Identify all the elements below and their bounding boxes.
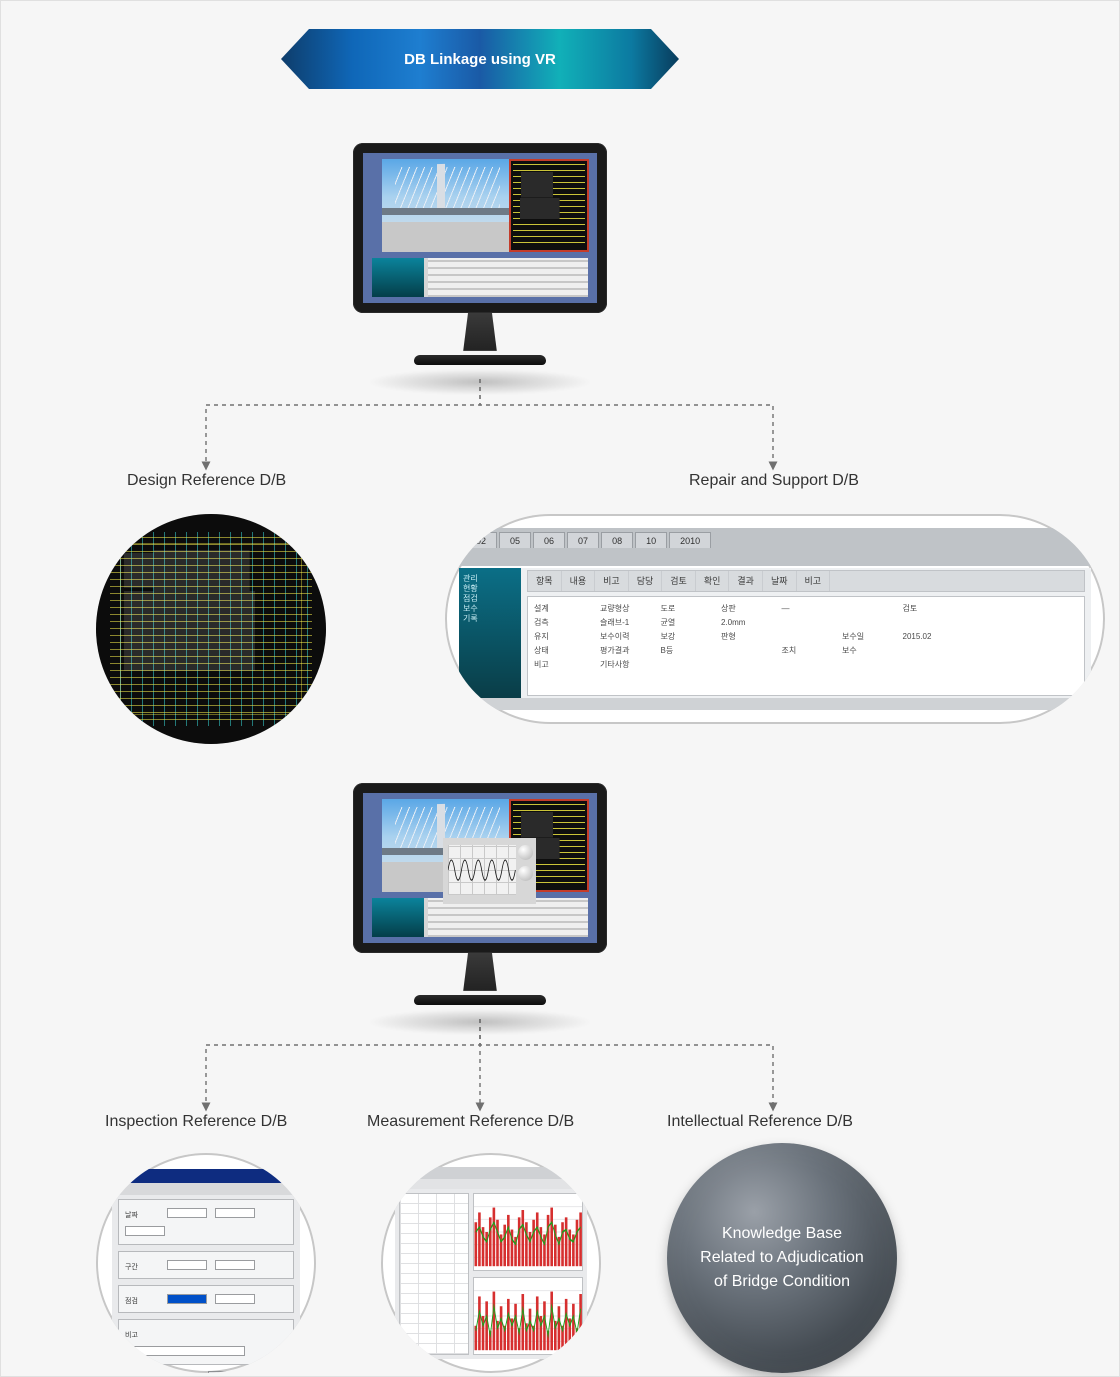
circle-measurement bbox=[381, 1153, 601, 1373]
label-measurement: Measurement Reference D/B bbox=[367, 1113, 574, 1131]
measurement-chart-1 bbox=[473, 1193, 583, 1271]
connector-bottom bbox=[1, 1, 1120, 1131]
sphere-text: Knowledge Base Related to Adjudication o… bbox=[699, 1222, 865, 1294]
form-button bbox=[208, 1371, 234, 1373]
measurement-app bbox=[395, 1167, 587, 1359]
form-input bbox=[167, 1260, 207, 1270]
form-button bbox=[238, 1371, 264, 1373]
form-input bbox=[125, 1226, 165, 1236]
form-group: 구간 bbox=[118, 1251, 294, 1279]
measurement-chart-2 bbox=[473, 1277, 583, 1355]
sphere-intellectual: Knowledge Base Related to Adjudication o… bbox=[667, 1143, 897, 1373]
form-input bbox=[215, 1294, 255, 1304]
form-button bbox=[268, 1371, 294, 1373]
label-intellectual: Intellectual Reference D/B bbox=[667, 1113, 853, 1131]
form-group: 비고 bbox=[118, 1319, 294, 1365]
label-inspection: Inspection Reference D/B bbox=[105, 1113, 287, 1131]
form-group: 날짜 bbox=[118, 1199, 294, 1245]
form-group: 점검 bbox=[118, 1285, 294, 1313]
form-input bbox=[125, 1346, 245, 1356]
form-input bbox=[167, 1294, 207, 1304]
form-input bbox=[215, 1260, 255, 1270]
measurement-table bbox=[399, 1193, 469, 1355]
circle-inspection: 날짜구간점검비고 bbox=[96, 1153, 316, 1373]
diagram-canvas: DB Linkage using VR bbox=[0, 0, 1120, 1377]
inspection-form: 날짜구간점검비고 bbox=[112, 1169, 300, 1357]
form-input bbox=[167, 1208, 207, 1218]
form-input bbox=[215, 1208, 255, 1218]
button-row bbox=[118, 1371, 294, 1373]
